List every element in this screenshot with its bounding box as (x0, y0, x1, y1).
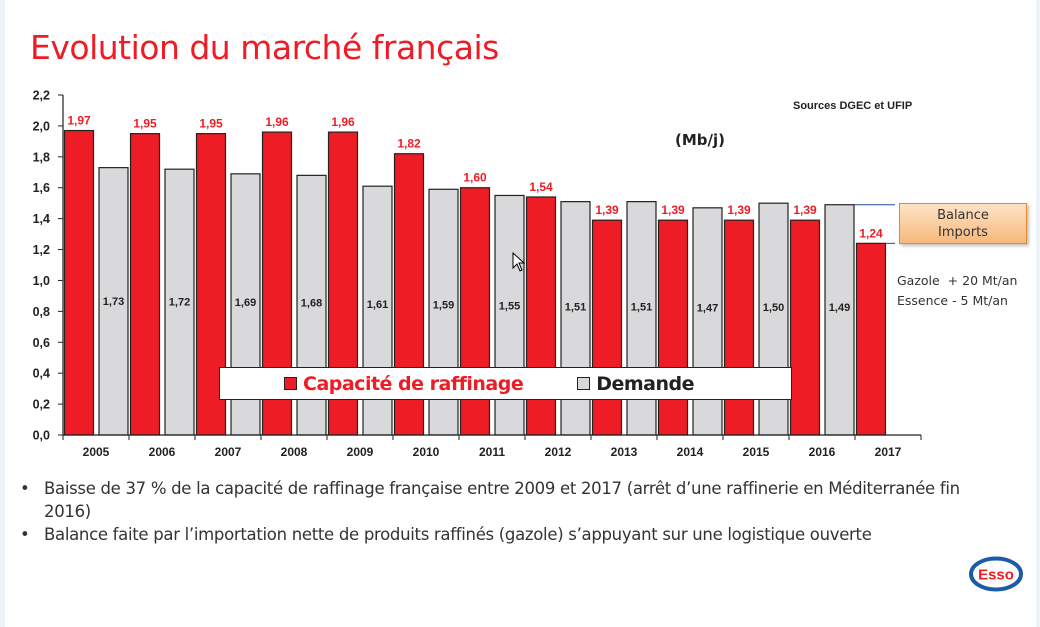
y-tick-label: 0,2 (33, 398, 50, 412)
balance-callout-line-1: Balance (937, 208, 989, 223)
y-tick-label: 1,8 (33, 150, 50, 164)
chart-legend: Capacité de raffinage Demande (219, 367, 792, 400)
data-label-demand-2012: 1,51 (565, 302, 586, 314)
balance-imports-callout: Balance Imports (899, 203, 1027, 244)
data-label-capacity-2010: 1,82 (397, 137, 421, 151)
data-label-demand-2006: 1,72 (169, 296, 190, 308)
data-label-demand-2011: 1,55 (499, 301, 520, 313)
data-label-capacity-2013: 1,39 (595, 203, 619, 217)
y-tick-label: 0,0 (33, 429, 50, 443)
esso-logo: Esso (969, 556, 1023, 592)
bar-capacity-2014 (657, 219, 689, 436)
x-tick-label-2013: 2013 (611, 445, 638, 459)
note-essence: Essence - 5 Mt/an (897, 293, 1008, 308)
legend-item-demand: Demande (577, 372, 695, 395)
x-tick-label-2014: 2014 (677, 445, 704, 459)
data-label-demand-2009: 1,61 (367, 299, 388, 311)
bar-capacity-2015 (723, 219, 755, 436)
slide-right-border (1036, 0, 1040, 627)
data-label-capacity-2017: 1,24 (859, 226, 883, 240)
x-tick-label-2016: 2016 (809, 445, 836, 459)
x-tick-label-2009: 2009 (347, 445, 374, 459)
bar-capacity-2017 (855, 242, 887, 436)
data-label-demand-2007: 1,69 (235, 297, 256, 309)
esso-logo-ring (969, 556, 1023, 592)
bullet-list: • Baisse de 37 % de la capacité de raffi… (20, 477, 1010, 546)
x-tick-label-2015: 2015 (743, 445, 770, 459)
x-tick-label-2006: 2006 (149, 445, 176, 459)
data-label-demand-2013: 1,51 (631, 302, 652, 314)
data-label-capacity-2016: 1,39 (793, 203, 817, 217)
x-tick-label-2010: 2010 (413, 445, 440, 459)
legend-swatch-capacity (284, 377, 297, 390)
data-label-capacity-2012: 1,54 (529, 180, 553, 194)
data-label-demand-2005: 1,73 (103, 296, 124, 308)
y-tick-label: 2,2 (33, 89, 50, 103)
chart-unit-label: (Mb/j) (675, 131, 725, 149)
legend-label-capacity: Capacité de raffinage (303, 372, 524, 395)
slide-title: Evolution du marché français (30, 28, 499, 67)
bar-capacity-2006 (129, 133, 161, 436)
data-label-demand-2014: 1,47 (697, 303, 718, 315)
data-label-demand-2016: 1,49 (829, 302, 850, 314)
bar-capacity-2016 (789, 219, 821, 436)
y-tick-label: 1,2 (33, 243, 50, 257)
legend-swatch-demand (577, 377, 591, 390)
chart-source: Sources DGEC et UFIP (793, 100, 913, 112)
bullet-text: Baisse de 37 % de la capacité de raffina… (44, 479, 960, 521)
data-label-capacity-2014: 1,39 (661, 203, 685, 217)
legend-label-demand: Demande (596, 372, 695, 395)
x-tick-label-2008: 2008 (281, 445, 308, 459)
bar-capacity-2013 (591, 219, 623, 436)
x-tick-label-2017: 2017 (875, 445, 902, 459)
y-tick-label: 0,4 (33, 367, 50, 381)
bar-capacity-2005 (63, 129, 95, 436)
bar-demand-2015 (758, 202, 789, 436)
y-tick-label: 0,8 (33, 305, 50, 319)
data-label-capacity-2015: 1,39 (727, 203, 751, 217)
data-label-demand-2008: 1,68 (301, 297, 322, 309)
note-gazole: Gazole + 20 Mt/an (897, 273, 1018, 288)
bullet-text: Balance faite par l’importation nette de… (44, 525, 872, 544)
bar-demand-2016 (824, 204, 855, 436)
bullet-item: • Baisse de 37 % de la capacité de raffi… (20, 477, 1010, 523)
y-tick-label: 2,0 (33, 119, 50, 133)
data-label-capacity-2011: 1,60 (463, 171, 487, 185)
x-tick-label-2012: 2012 (545, 445, 572, 459)
y-tick-label: 0,6 (33, 336, 50, 350)
x-tick-label-2005: 2005 (83, 445, 110, 459)
legend-item-capacity: Capacité de raffinage (284, 372, 524, 395)
slide-left-border (0, 0, 5, 627)
import-notes: Gazole + 20 Mt/an Essence - 5 Mt/an (897, 271, 1017, 311)
bar-demand-2014 (692, 207, 723, 436)
y-tick-label: 1,0 (33, 274, 50, 288)
bullet-glyph: • (20, 479, 30, 498)
data-label-demand-2010: 1,59 (433, 300, 454, 312)
bullet-glyph: • (20, 525, 30, 544)
mouse-cursor-icon (512, 251, 526, 272)
data-label-capacity-2007: 1,95 (199, 117, 223, 131)
data-label-capacity-2009: 1,96 (331, 115, 355, 129)
x-tick-label-2011: 2011 (479, 445, 505, 459)
bullet-item: • Balance faite par l’importation nette … (20, 523, 1010, 546)
y-tick-label: 1,4 (33, 212, 50, 226)
data-label-demand-2015: 1,50 (763, 302, 784, 314)
bar-demand-2006 (164, 168, 195, 436)
esso-logo-text: Esso (978, 567, 1014, 584)
data-label-capacity-2005: 1,97 (67, 114, 91, 128)
data-label-capacity-2006: 1,95 (133, 117, 157, 131)
y-tick-label: 1,6 (33, 181, 50, 195)
x-tick-label-2007: 2007 (215, 445, 242, 459)
balance-callout-line-2: Imports (938, 225, 988, 240)
data-label-capacity-2008: 1,96 (265, 115, 289, 129)
